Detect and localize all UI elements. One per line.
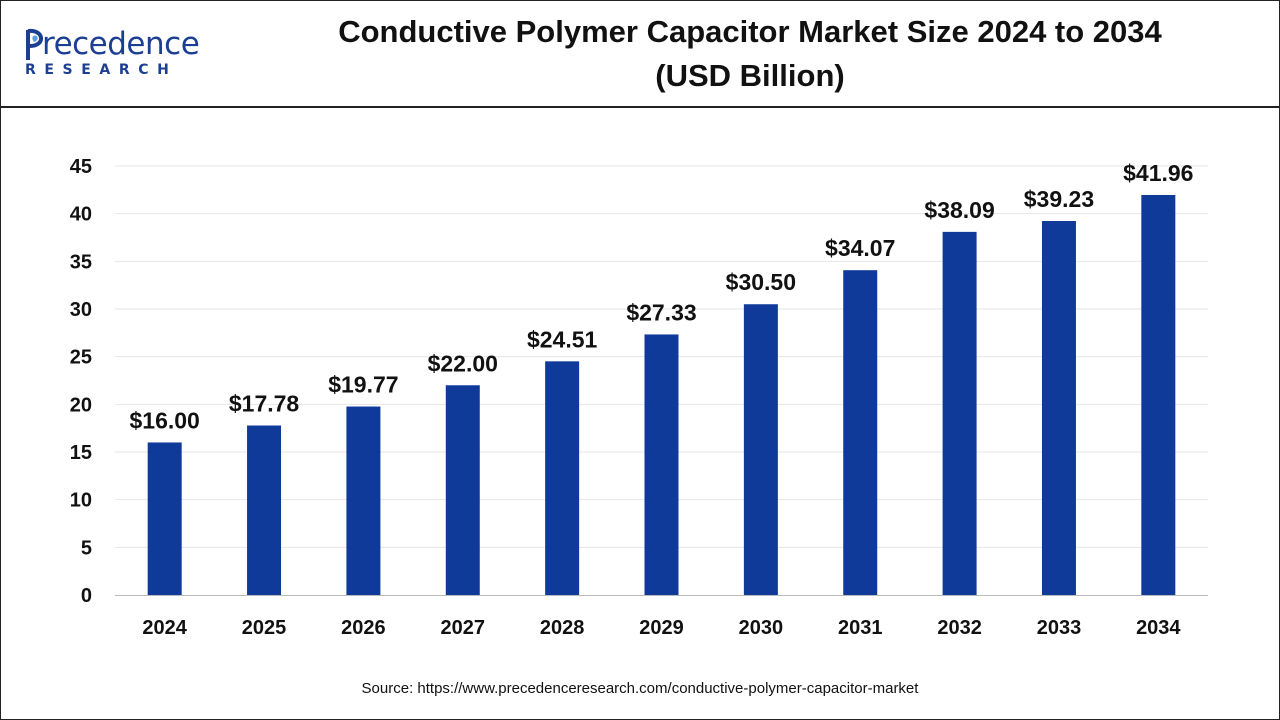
x-tick-label: 2030 — [739, 617, 784, 639]
logo-p-icon — [26, 28, 43, 60]
x-tick-label: 2024 — [142, 617, 187, 639]
bar — [843, 270, 878, 595]
data-label: $22.00 — [428, 350, 498, 376]
bar — [346, 406, 381, 595]
y-tick-label: 20 — [70, 394, 92, 416]
bar — [147, 442, 182, 595]
y-tick-label: 0 — [81, 585, 92, 607]
logo-subtitle: RESEARCH — [25, 62, 178, 78]
y-tick-label: 30 — [70, 299, 92, 321]
y-tick-label: 45 — [70, 156, 92, 178]
data-label: $39.23 — [1024, 186, 1094, 212]
data-label: $17.78 — [229, 390, 300, 416]
x-tick-label: 2028 — [540, 617, 585, 639]
y-tick-label: 25 — [70, 347, 92, 369]
bar — [942, 231, 977, 595]
bar — [1041, 221, 1076, 596]
y-tick-label: 10 — [70, 490, 92, 512]
data-label: $24.51 — [527, 326, 598, 352]
logo: recedence RESEARCH — [22, 26, 222, 86]
logo-wordmark: recedence — [42, 26, 200, 62]
x-tick-label: 2032 — [937, 617, 982, 639]
bar — [743, 304, 778, 595]
chart-title-line1: Conductive Polymer Capacitor Market Size… — [338, 14, 1162, 49]
y-tick-label: 5 — [81, 537, 92, 559]
source-note: Source: https://www.precedenceresearch.c… — [361, 680, 919, 697]
x-tick-label: 2029 — [639, 617, 684, 639]
x-tick-label: 2025 — [242, 617, 287, 639]
data-label: $19.77 — [328, 372, 398, 398]
bar — [644, 334, 679, 595]
data-label: $27.33 — [626, 299, 696, 325]
data-label: $16.00 — [130, 407, 200, 433]
bar — [445, 385, 480, 595]
header: recedence RESEARCH Conductive Polymer Ca… — [0, 0, 1280, 108]
x-tick-label: 2027 — [441, 617, 486, 639]
x-tick-label: 2034 — [1136, 617, 1181, 639]
y-tick-label: 35 — [70, 251, 92, 273]
data-label: $34.07 — [825, 235, 895, 261]
y-tick-label: 15 — [70, 442, 92, 464]
x-tick-label: 2031 — [838, 617, 883, 639]
data-label: $30.50 — [726, 269, 796, 295]
x-tick-label: 2026 — [341, 617, 386, 639]
bar — [545, 361, 580, 595]
chart-title: Conductive Polymer Capacitor Market Size… — [230, 10, 1270, 98]
data-label: $41.96 — [1123, 160, 1193, 186]
data-label: $38.09 — [924, 197, 994, 223]
bar — [1141, 194, 1176, 596]
x-tick-label: 2033 — [1037, 617, 1082, 639]
y-tick-label: 40 — [70, 204, 92, 226]
bar — [247, 425, 282, 595]
chart-title-line2: (USD Billion) — [655, 58, 845, 93]
